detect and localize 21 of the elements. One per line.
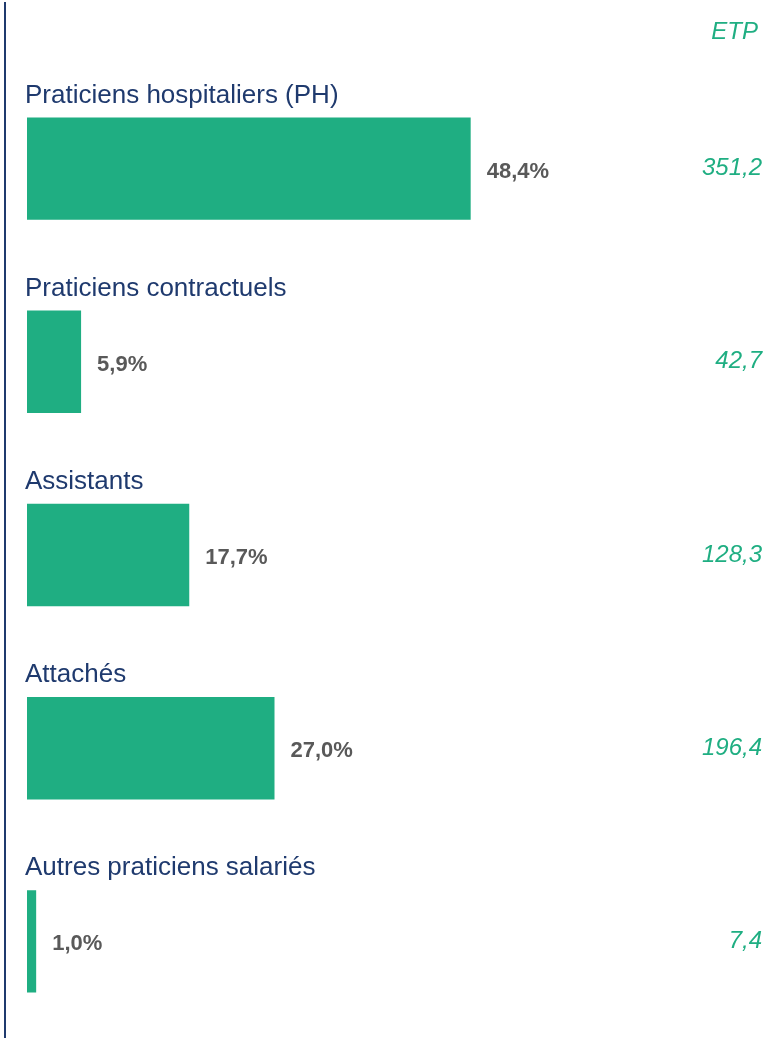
text: 42,7 (715, 346, 764, 374)
bar (27, 117, 471, 220)
text: ETP (711, 16, 758, 44)
bar (27, 697, 275, 800)
data-label: 48,4% (486, 157, 550, 183)
y-tick-label: Autres praticiens salariés (25, 851, 316, 882)
text: 7,4 (728, 926, 762, 954)
data-label: 27,0% (290, 737, 353, 763)
text: 128,3 (701, 539, 763, 567)
y-tick-label: Assistants (25, 464, 144, 495)
y-tick-label: Attachés (25, 658, 127, 689)
bar (27, 310, 82, 413)
text: 351,2 (701, 153, 762, 181)
data-label: 1,0% (52, 930, 103, 956)
y-tick-label: Praticiens hospitaliers (PH) (25, 78, 339, 109)
bar (27, 503, 190, 607)
data-label: 5,9% (97, 350, 148, 376)
data-label: 17,7% (205, 544, 268, 570)
text: 196,4 (701, 732, 762, 760)
bar (27, 890, 37, 993)
y-tick-label: Praticiens contractuels (25, 271, 287, 302)
